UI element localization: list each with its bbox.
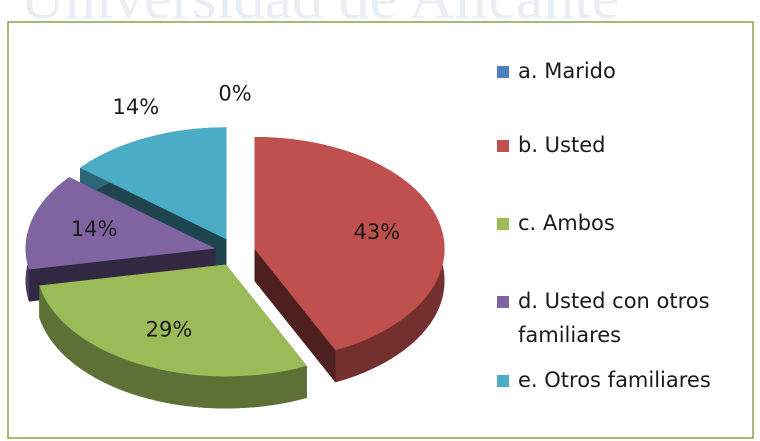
- data-label: 29%: [146, 317, 193, 341]
- slice-rim: [39, 285, 307, 409]
- legend-label: b. Usted: [518, 133, 605, 157]
- pie-slice: [25, 177, 216, 270]
- legend-label: c. Ambos: [518, 211, 615, 235]
- chart-frame: [7, 21, 754, 439]
- data-label: 14%: [113, 95, 160, 119]
- legend-label: a. Marido: [518, 59, 616, 83]
- data-label: 0%: [218, 82, 251, 106]
- pie-slice: [39, 264, 307, 377]
- pie-slice: [80, 127, 227, 240]
- legend-label: d. Usted con otros familiares: [518, 289, 710, 347]
- watermark: Universidad de Alicante: [20, 0, 619, 32]
- data-label: 14%: [71, 217, 118, 241]
- legend-line: d. Usted con otros: [518, 289, 710, 313]
- pie-slice-group: [39, 264, 307, 409]
- legend-line: familiares: [518, 323, 621, 347]
- data-label: 43%: [354, 220, 401, 244]
- slice-wall: [254, 248, 336, 383]
- pie-slice-group: [254, 136, 445, 383]
- legend-swatch: [497, 66, 509, 78]
- legend-swatch: [497, 296, 509, 308]
- legend-swatch: [497, 375, 509, 387]
- legend-swatch: [497, 218, 509, 230]
- pie-slice: [254, 136, 445, 351]
- legend-label: e. Otros familiares: [518, 368, 711, 392]
- legend-swatch: [497, 140, 509, 152]
